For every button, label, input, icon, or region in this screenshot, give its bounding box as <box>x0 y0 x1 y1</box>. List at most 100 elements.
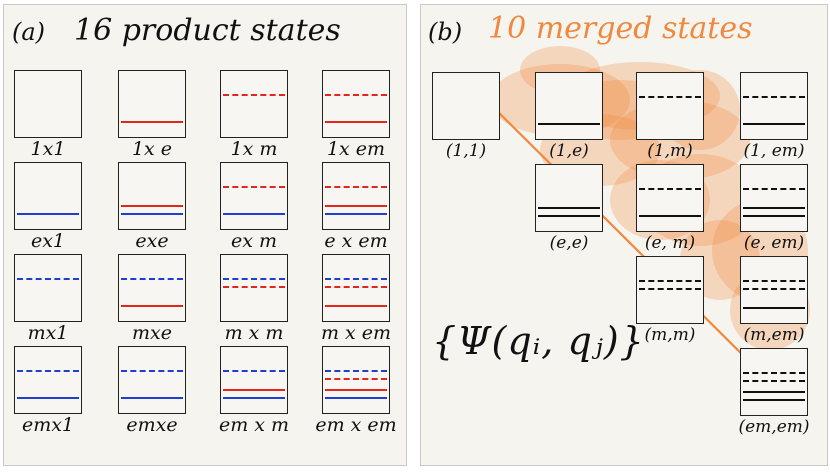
product-state-box <box>220 162 288 230</box>
product-state-box <box>220 346 288 414</box>
dashed-level-line <box>121 370 183 372</box>
dashed-level-line <box>223 186 285 188</box>
panel-a-tag: (a) <box>12 18 46 46</box>
solid-level-line <box>223 213 285 215</box>
product-state-box <box>322 70 390 138</box>
product-state-box <box>322 254 390 322</box>
merged-state-label: (1,1) <box>445 141 487 161</box>
dashed-level-line <box>223 94 285 96</box>
merged-state-box <box>432 72 500 140</box>
merged-state-box <box>535 72 603 140</box>
dashed-level-line <box>743 96 805 98</box>
dashed-level-line <box>743 288 805 290</box>
dashed-level-line <box>325 370 387 372</box>
product-state-label: 1x m <box>230 138 278 160</box>
product-state-box <box>118 346 186 414</box>
solid-level-line <box>743 391 805 393</box>
solid-level-line <box>17 213 79 215</box>
dashed-level-line <box>325 286 387 288</box>
merged-state-box <box>740 256 808 324</box>
solid-level-line <box>325 121 387 123</box>
merged-state-label: (m,em) <box>743 325 805 345</box>
product-state-label: ex m <box>230 230 277 252</box>
product-state-box <box>220 70 288 138</box>
product-state-box <box>322 162 390 230</box>
product-state-label: exe <box>135 230 169 252</box>
solid-level-line <box>121 213 183 215</box>
solid-level-line <box>325 213 387 215</box>
product-state-box <box>220 254 288 322</box>
merged-state-label: (1,e) <box>549 141 589 161</box>
product-state-label: em x m <box>218 414 290 436</box>
product-state-label: 1x em <box>326 138 386 160</box>
merged-state-box <box>740 348 808 416</box>
merged-state-label: (m,m) <box>644 325 696 345</box>
solid-level-line <box>121 121 183 123</box>
wavefunction-formula: {Ψ(qᵢ, qⱼ)} <box>432 319 645 363</box>
product-state-label: e x em <box>324 230 388 252</box>
dashed-level-line <box>223 286 285 288</box>
solid-level-line <box>743 307 805 309</box>
product-state-box <box>14 70 82 138</box>
solid-level-line <box>223 389 285 391</box>
product-state-label: mxe <box>132 322 172 344</box>
solid-level-line <box>223 397 285 399</box>
merged-state-label: (e, m) <box>644 233 696 253</box>
merged-state-box <box>636 164 704 232</box>
solid-level-line <box>325 305 387 307</box>
panel-a-title: 16 product states <box>74 13 341 48</box>
merged-state-label: (em,em) <box>738 417 810 437</box>
merged-state-box <box>636 256 704 324</box>
product-state-label: m x m <box>224 322 284 344</box>
product-state-box <box>118 70 186 138</box>
merged-state-box <box>535 164 603 232</box>
product-state-box <box>14 254 82 322</box>
dashed-level-line <box>743 372 805 374</box>
dashed-level-line <box>639 188 701 190</box>
solid-level-line <box>538 207 600 209</box>
solid-level-line <box>538 215 600 217</box>
product-state-box <box>14 346 82 414</box>
dashed-level-line <box>325 186 387 188</box>
dashed-level-line <box>121 278 183 280</box>
solid-level-line <box>325 397 387 399</box>
merged-state-label: (e,e) <box>549 233 589 253</box>
solid-level-line <box>743 207 805 209</box>
product-state-box <box>118 162 186 230</box>
dashed-level-line <box>17 370 79 372</box>
product-state-box <box>14 162 82 230</box>
solid-level-line <box>121 205 183 207</box>
product-state-label: 1x e <box>131 138 173 160</box>
dashed-level-line <box>639 288 701 290</box>
product-state-label: ex1 <box>30 230 66 252</box>
dashed-level-line <box>639 280 701 282</box>
dashed-level-line <box>743 280 805 282</box>
dashed-level-line <box>325 94 387 96</box>
dashed-level-line <box>17 278 79 280</box>
product-state-label: m x em <box>320 322 392 344</box>
product-state-label: emxe <box>126 414 178 436</box>
solid-level-line <box>538 123 600 125</box>
merged-state-box <box>740 72 808 140</box>
product-state-label: 1x1 <box>30 138 66 160</box>
product-state-label: mx1 <box>27 322 69 344</box>
dashed-level-line <box>223 278 285 280</box>
panel-b-title: 10 merged states <box>488 11 753 46</box>
merged-state-label: (1,m) <box>647 141 693 161</box>
solid-level-line <box>325 205 387 207</box>
dashed-level-line <box>325 278 387 280</box>
solid-level-line <box>17 397 79 399</box>
dashed-level-line <box>743 380 805 382</box>
product-state-box <box>322 346 390 414</box>
dashed-level-line <box>223 370 285 372</box>
product-state-box <box>118 254 186 322</box>
panel-b-tag: (b) <box>428 18 463 46</box>
merged-state-label: (e, em) <box>743 233 805 253</box>
dashed-level-line <box>743 188 805 190</box>
dashed-level-line <box>325 378 387 380</box>
product-state-label: em x em <box>315 414 397 436</box>
solid-level-line <box>121 397 183 399</box>
solid-level-line <box>743 123 805 125</box>
solid-level-line <box>121 305 183 307</box>
merged-state-label: (1, em) <box>743 141 805 161</box>
